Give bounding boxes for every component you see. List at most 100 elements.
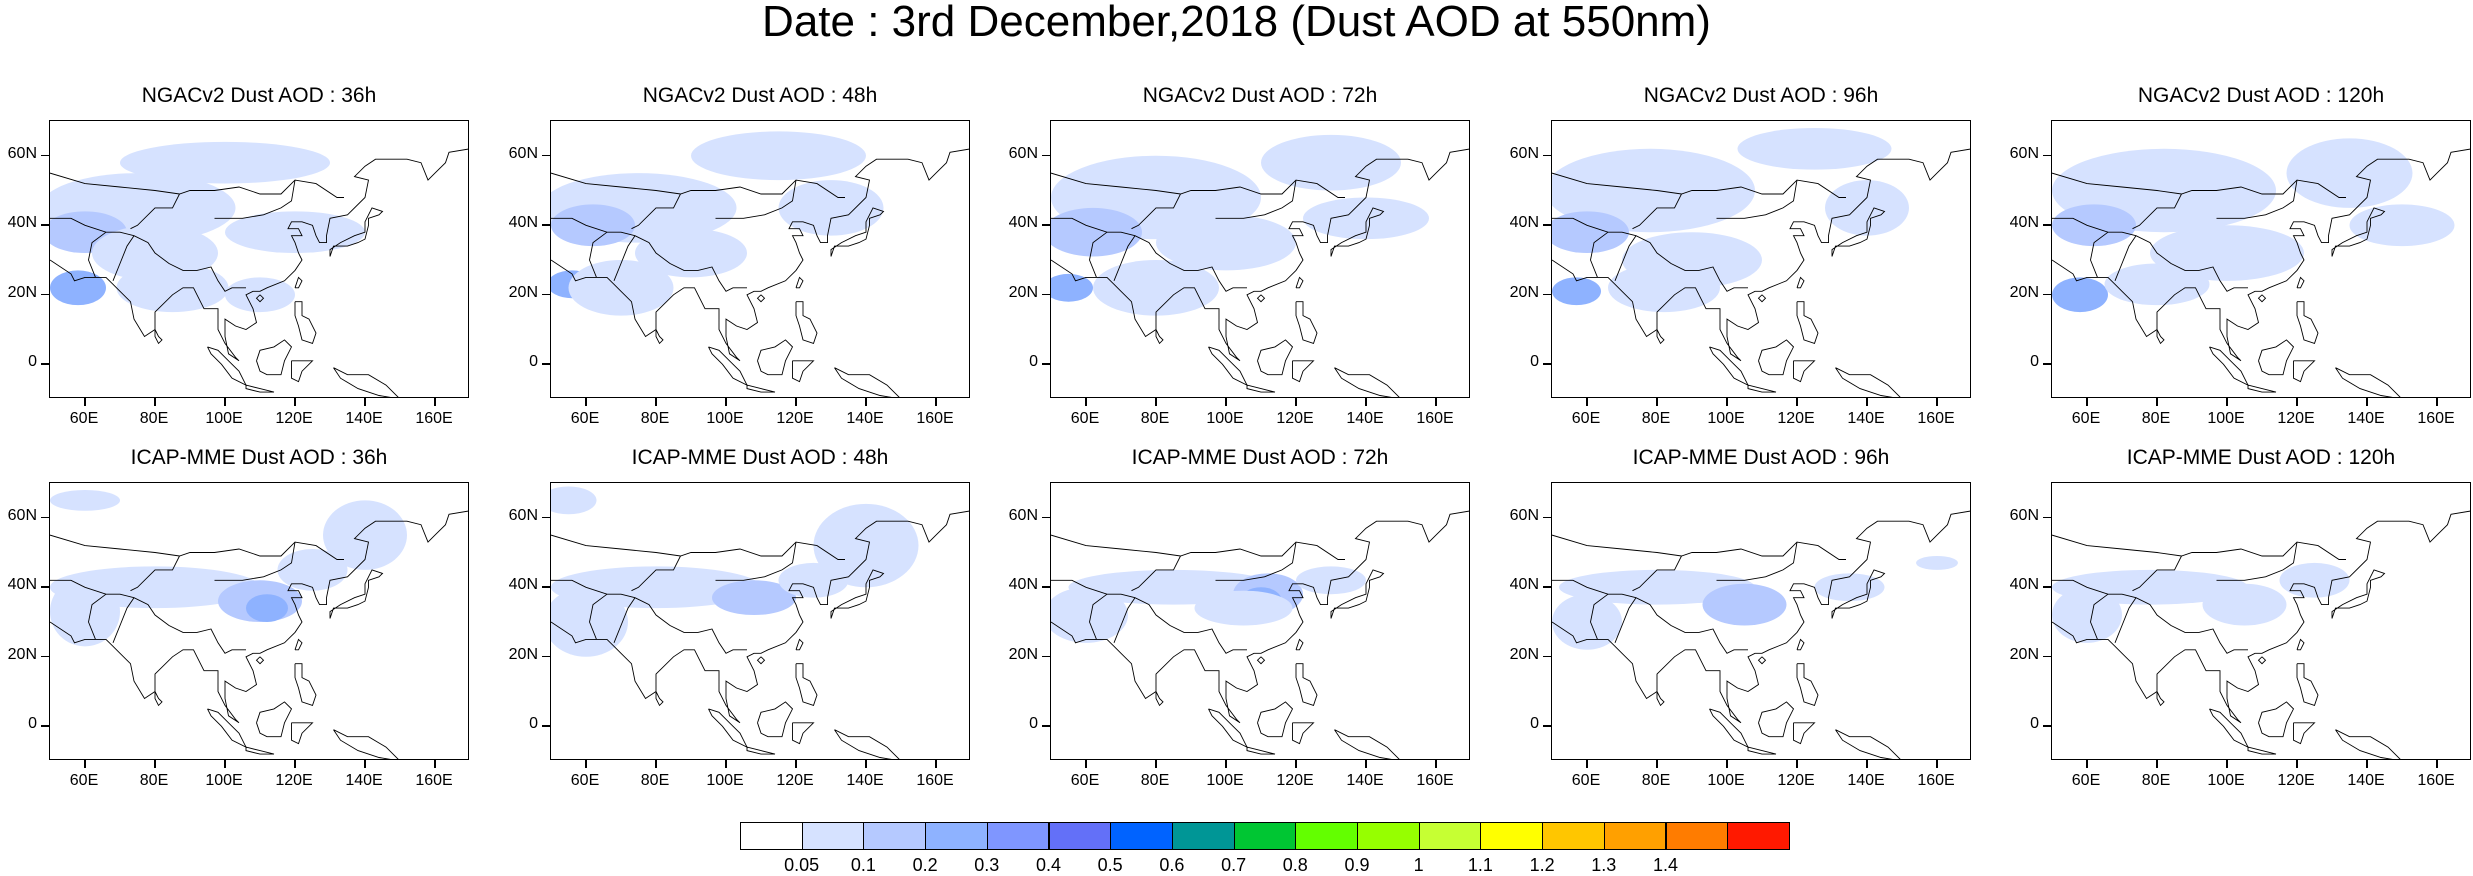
lat-tick-mark [1042, 725, 1050, 727]
island-outline [207, 346, 248, 387]
country-border [130, 193, 180, 230]
lon-tick-mark [2296, 398, 2298, 406]
island-outline [1757, 294, 1767, 303]
panel-title: ICAP-MME Dust AOD : 48h [631, 446, 889, 469]
country-border [1614, 235, 1637, 281]
dust-map [1552, 510, 1970, 759]
lon-tick-label: 160E [2417, 772, 2455, 789]
lon-tick-label: 100E [1206, 410, 1244, 427]
colorbar-label: 0.7 [1221, 855, 1247, 875]
island-outline [792, 722, 815, 745]
island-outline [1257, 339, 1294, 376]
island-outline [1295, 638, 1304, 651]
island-outline [2247, 384, 2277, 393]
country-border [214, 542, 296, 581]
country-border [631, 193, 681, 230]
island-outline [1246, 384, 1276, 393]
lon-tick-mark [655, 760, 657, 768]
dust-region [1825, 180, 1909, 236]
country-border [589, 593, 608, 640]
lon-tick-label: 100E [1206, 772, 1244, 789]
dust-region [1702, 583, 1787, 626]
lon-tick-label: 140E [345, 772, 383, 789]
country-border [1716, 542, 1798, 581]
lon-tick-label: 120E [275, 772, 313, 789]
dust-map [2052, 510, 2470, 759]
lon-tick-label: 140E [1346, 772, 1384, 789]
lon-tick-mark [154, 398, 156, 406]
dust-region [50, 576, 120, 647]
coastline [1552, 148, 1970, 362]
lon-tick-mark [2226, 398, 2228, 406]
lon-tick-label: 60E [1070, 772, 1100, 789]
island-outline [655, 691, 664, 707]
island-outline [1155, 691, 1164, 707]
island-outline [1709, 708, 1750, 749]
coastline [1552, 510, 1970, 724]
island-outline [1295, 276, 1304, 289]
dust-map [1552, 127, 1970, 397]
island-outline [795, 276, 804, 289]
lon-tick-label: 80E [640, 410, 670, 427]
lat-tick-mark [1543, 725, 1551, 727]
lon-tick-mark [1936, 760, 1938, 768]
lat-tick-label: 0 [1530, 353, 1539, 371]
lon-tick-label: 100E [706, 772, 744, 789]
panel-title: NGACv2 Dust AOD : 120h [2137, 84, 2385, 107]
lon-tick-mark [1225, 398, 1227, 406]
dust-region [778, 180, 884, 236]
country-border [50, 172, 344, 198]
lon-tick-mark [795, 398, 797, 406]
dust-map [551, 486, 969, 759]
lon-tick-label: 100E [205, 410, 243, 427]
panel-title: NGACv2 Dust AOD : 36h [141, 84, 377, 107]
colorbar-swatch [1542, 822, 1605, 850]
island-outline [2335, 729, 2401, 759]
lon-tick-label: 60E [69, 772, 99, 789]
dust-region [2202, 583, 2287, 626]
lon-tick-mark [1365, 398, 1367, 406]
lon-tick-label: 100E [2207, 410, 2245, 427]
panel-title: ICAP-MME Dust AOD : 96h [1632, 446, 1890, 469]
lat-tick-label: 60N [1509, 144, 1539, 162]
lat-tick-mark [1543, 516, 1551, 519]
lon-tick-label: 100E [205, 772, 243, 789]
dust-region [712, 580, 796, 616]
coastline [50, 148, 468, 362]
lon-tick-mark [434, 398, 436, 406]
map-frame [1050, 120, 1470, 398]
dust-region [1194, 590, 1293, 626]
lon-tick-mark [1435, 398, 1437, 406]
main-title: Date : 3rd December,2018 (Dust AOD at 55… [762, 0, 1711, 46]
country-border [88, 593, 107, 640]
dust-region [2104, 263, 2210, 306]
lat-tick-mark [542, 224, 550, 226]
island-outline [1758, 701, 1795, 738]
lon-tick-label: 120E [1276, 410, 1314, 427]
colorbar-label: 1 [1413, 855, 1424, 875]
lon-tick-label: 140E [846, 410, 884, 427]
lon-tick-label: 100E [1707, 772, 1745, 789]
lon-tick-label: 160E [1917, 772, 1955, 789]
country-border [2090, 593, 2109, 640]
lon-tick-mark [224, 760, 226, 768]
colorbar-swatch [1295, 822, 1358, 850]
island-outline [294, 638, 303, 651]
lon-tick-mark [585, 398, 587, 406]
country-border [50, 217, 246, 292]
island-outline [1256, 294, 1266, 303]
lat-tick-mark [542, 293, 550, 296]
lon-tick-mark [364, 398, 366, 406]
lat-tick-label: 40N [1008, 214, 1038, 232]
lon-tick-mark [865, 398, 867, 406]
country-border [1552, 579, 1748, 654]
lon-tick-mark [1085, 760, 1087, 768]
island-outline [2293, 722, 2316, 745]
island-outline [795, 638, 804, 651]
colorbar-label: 0.3 [974, 855, 1000, 875]
coastline [1051, 510, 1469, 724]
country-border [88, 231, 107, 278]
colorbar-swatch [925, 822, 988, 850]
map-frame [550, 120, 970, 398]
island-outline [256, 701, 293, 738]
